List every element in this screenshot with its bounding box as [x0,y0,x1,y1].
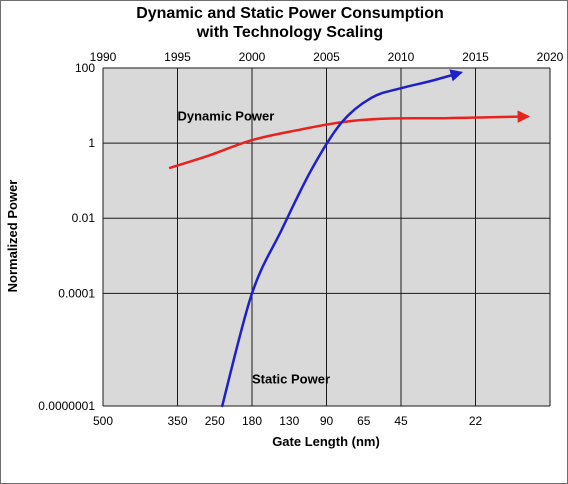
top-axis-year-label: 2020 [537,50,564,64]
top-axis-year-label: 1995 [164,50,191,64]
top-axis-year-label: 1990 [90,50,117,64]
bottom-axis-gate-length-label: 45 [394,414,408,428]
series-lines [168,69,531,408]
static-power-line [220,69,464,408]
bottom-axis-gate-length-label: 90 [320,414,334,428]
y-tick-label: 100 [75,61,95,75]
chart-title-line-1: Dynamic and Static Power Consumption [136,5,444,22]
bottom-axis-gate-length-label: 180 [242,414,262,428]
grid-lines [102,67,551,407]
top-axis-year-label: 2015 [462,50,489,64]
dynamic-power-label: Dynamic Power [178,109,275,124]
chart-title-line-2: with Technology Scaling [196,24,383,41]
y-axis-label: Normalized Power [5,180,20,293]
top-axis-year-label: 2000 [239,50,266,64]
top-axis-year-label: 2010 [388,50,415,64]
series-labels: Dynamic Power Static Power [178,109,331,387]
bottom-axis-gate-length-label: 350 [167,414,187,428]
static-power-label: Static Power [252,371,330,386]
bottom-axis-gate-length-label: 130 [279,414,299,428]
bottom-axis-gate-length-label: 22 [469,414,483,428]
y-tick-label: 0.01 [72,211,96,225]
top-axis-year-label: 2005 [313,50,340,64]
y-tick-label: 0.0001 [58,286,95,300]
bottom-axis-gate-length-label: 65 [357,414,371,428]
y-tick-label: 0.0000001 [38,399,95,413]
x-axis-label: Gate Length (nm) [272,434,380,449]
bottom-axis-gate-length-label: 250 [205,414,225,428]
y-tick-labels: 100 1 0.01 0.0001 0.0000001 [38,61,95,413]
top-axis-year-labels: 1990 1995 2000 2005 2010 2015 2020 [90,50,564,64]
bottom-axis-gate-length-labels: 500 350 250 180 130 90 65 45 22 [93,414,483,428]
bottom-axis-gate-length-label: 500 [93,414,113,428]
y-tick-label: 1 [88,136,95,150]
